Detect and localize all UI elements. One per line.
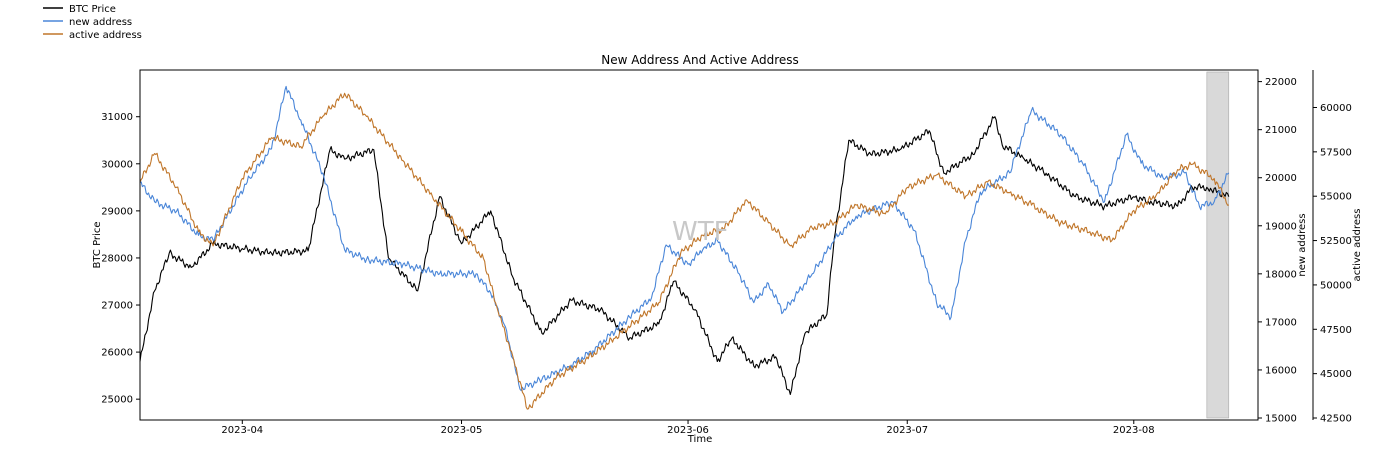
x-axis-tick-label: 2023-08: [1113, 425, 1155, 436]
left-axis-tick-label: 25000: [101, 395, 133, 406]
right1-axis-tick-label: 16000: [1265, 365, 1297, 376]
right1-axis-tick-label: 15000: [1265, 414, 1297, 425]
legend-label-new-address: new address: [69, 17, 132, 28]
left-axis-tick-label: 30000: [101, 159, 133, 170]
highlight-range: [1206, 71, 1230, 419]
x-axis: 2023-04 2023-05 2023-06 2023-07 2023-08: [221, 420, 1155, 436]
highlight-layer: [1206, 71, 1230, 419]
x-axis-tick-label: 2023-06: [667, 425, 709, 436]
legend-label-btc-price: BTC Price: [69, 4, 116, 15]
right2-axis-tick-label: 45000: [1320, 369, 1352, 380]
right1-axis-title: new address: [1297, 213, 1308, 276]
right1-axis-tick-label: 20000: [1265, 173, 1297, 184]
chart-title: New Address And Active Address: [601, 53, 799, 67]
right1-axis-tick-label: 18000: [1265, 269, 1297, 280]
left-axis-tick-label: 27000: [101, 301, 133, 312]
right2-axis-tick-label: 60000: [1320, 103, 1352, 114]
right2-axis-tick-label: 57500: [1320, 147, 1352, 158]
left-axis-tick-label: 26000: [101, 348, 133, 359]
right2-axis-tick-label: 47500: [1320, 325, 1352, 336]
left-axis-tick-label: 31000: [101, 112, 133, 123]
right1-axis: 15000 16000 17000 18000 19000 20000 21000 22000: [1257, 70, 1297, 425]
right2-axis: 42500 45000 47500 50000 52500 55000 57500 60000: [1312, 70, 1352, 425]
right2-axis-tick-label: 42500: [1320, 414, 1352, 425]
x-axis-tick-label: 2023-05: [441, 425, 483, 436]
watermark: WTF: [672, 217, 729, 247]
right2-axis-tick-label: 55000: [1320, 192, 1352, 203]
series-line-new-address: [139, 85, 1230, 392]
x-axis-tick-label: 2023-07: [886, 425, 928, 436]
right1-axis-tick-label: 22000: [1265, 77, 1297, 88]
left-axis-title: BTC Price: [92, 222, 103, 269]
right1-axis-tick-label: 21000: [1265, 125, 1297, 136]
right2-axis-title: active address: [1352, 209, 1363, 282]
left-axis: 25000 26000 27000 28000 29000 30000 31000: [101, 112, 140, 406]
right1-axis-tick-label: 19000: [1265, 221, 1297, 232]
left-axis-tick-label: 28000: [101, 253, 133, 264]
right2-axis-tick-label: 52500: [1320, 236, 1352, 247]
legend: BTC Price new address active address: [43, 4, 142, 41]
series-line-active-address: [139, 92, 1229, 410]
series-line-btc-price: [139, 116, 1230, 396]
x-axis-title: Time: [687, 434, 712, 445]
left-axis-tick-label: 29000: [101, 206, 133, 217]
legend-label-active-address: active address: [69, 30, 142, 41]
right2-axis-tick-label: 50000: [1320, 280, 1352, 291]
x-axis-tick-label: 2023-04: [221, 425, 263, 436]
right1-axis-tick-label: 17000: [1265, 317, 1297, 328]
series-layer: [139, 85, 1230, 410]
